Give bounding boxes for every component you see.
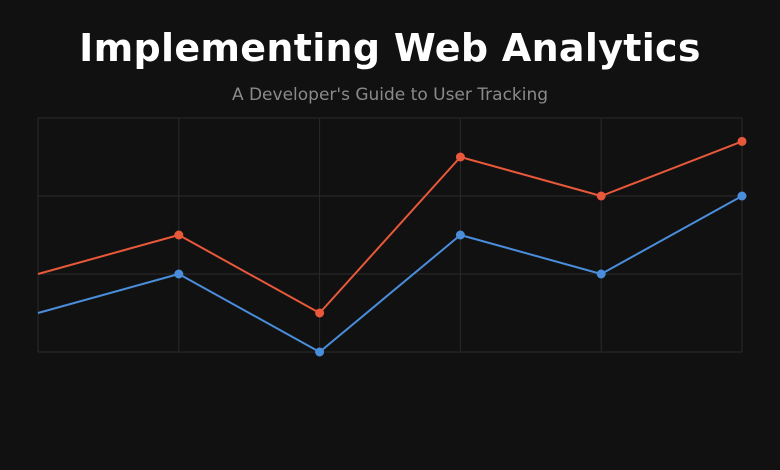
chart-title: Implementing Web Analytics	[79, 26, 701, 70]
data-point	[174, 230, 184, 240]
series-line	[37, 140, 743, 314]
data-point	[455, 152, 465, 162]
data-point	[174, 269, 184, 279]
series-1	[37, 136, 747, 318]
data-point	[315, 308, 325, 318]
data-point	[596, 191, 606, 201]
series-line	[37, 195, 743, 353]
data-point	[737, 136, 747, 146]
chart-subtitle: A Developer's Guide to User Tracking	[231, 85, 549, 105]
data-point	[315, 347, 325, 357]
data-point	[455, 230, 465, 240]
series-layer	[37, 136, 747, 357]
data-point	[737, 191, 747, 201]
data-point	[596, 269, 606, 279]
series-2	[37, 191, 747, 357]
